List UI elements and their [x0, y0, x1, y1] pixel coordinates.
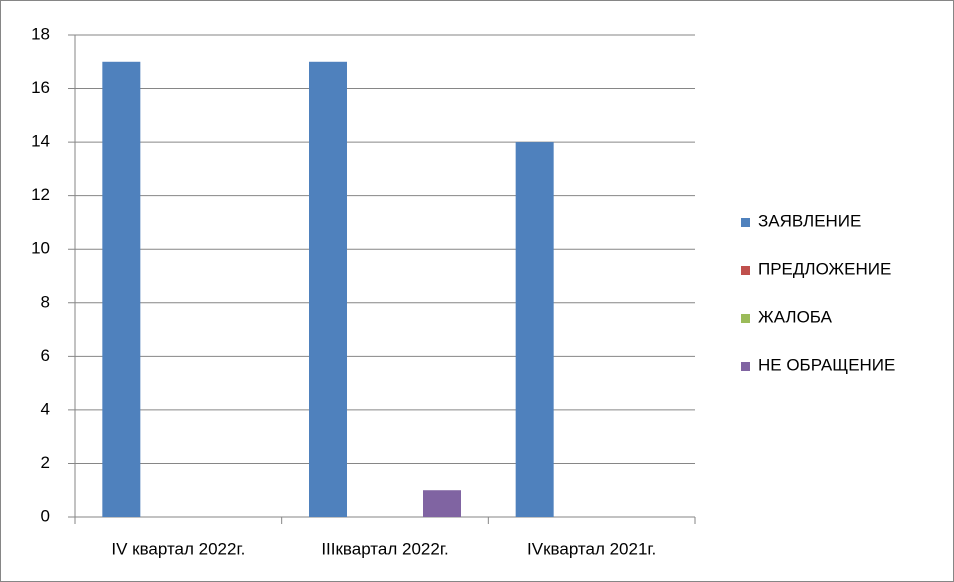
- y-tick-label: 16: [31, 78, 50, 97]
- y-tick-label: 0: [41, 506, 50, 525]
- legend-label: НЕ ОБРАЩЕНИЕ: [758, 355, 895, 374]
- y-tick-label: 12: [31, 185, 50, 204]
- legend-label: ЗАЯВЛЕНИЕ: [758, 211, 861, 230]
- bar: [309, 61, 347, 518]
- y-tick-label: 4: [41, 399, 50, 418]
- bar: [515, 142, 554, 517]
- x-tick-label: IVквартал 2021г.: [527, 539, 656, 558]
- y-tick-label: 10: [31, 239, 50, 258]
- legend-swatch: [741, 266, 750, 275]
- y-tick-label: 8: [41, 292, 50, 311]
- legend-label: ПРЕДЛОЖЕНИЕ: [758, 259, 891, 278]
- bar: [102, 61, 141, 518]
- x-tick-label: IIIквартал 2022г.: [321, 539, 448, 558]
- y-tick-label: 2: [41, 453, 50, 472]
- legend-swatch: [741, 362, 750, 371]
- legend-swatch: [741, 218, 750, 227]
- x-tick-label: IV квартал 2022г.: [111, 539, 245, 558]
- legend-swatch: [741, 314, 750, 323]
- y-tick-label: 6: [41, 346, 50, 365]
- y-tick-label: 14: [31, 132, 50, 151]
- bar: [423, 490, 461, 517]
- y-tick-label: 18: [31, 24, 50, 43]
- legend-label: ЖАЛОБА: [758, 307, 833, 326]
